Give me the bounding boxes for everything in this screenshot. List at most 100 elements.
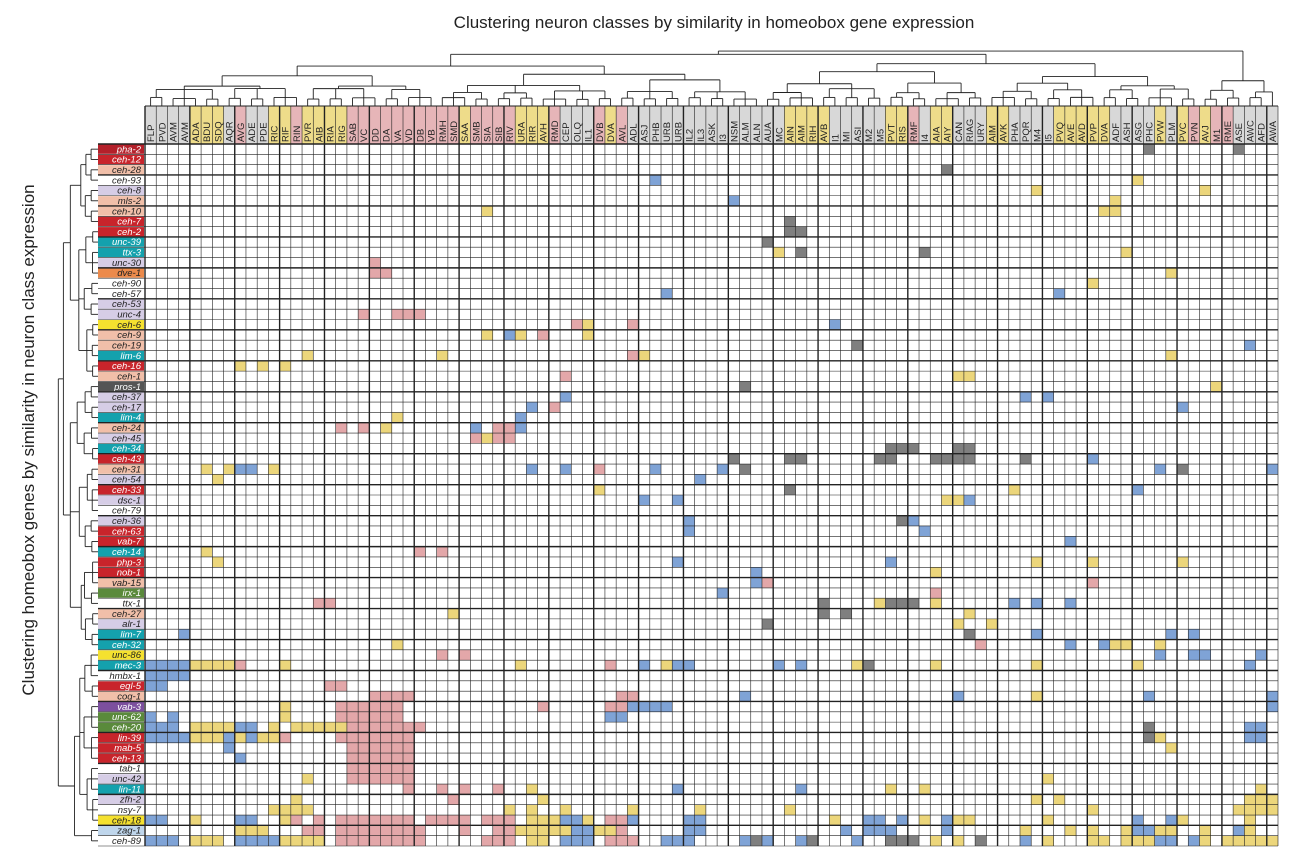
heatmap-cell [537, 794, 549, 805]
heatmap-cell [1177, 815, 1189, 826]
heatmap-cell [1109, 639, 1121, 650]
column-label: CEP [561, 122, 572, 142]
column-header-bg [1109, 106, 1121, 144]
column-label: VD [404, 129, 415, 142]
heatmap-cell [358, 825, 370, 836]
heatmap-cell [335, 732, 347, 743]
heatmap-cell [919, 525, 931, 537]
heatmap-cell [627, 804, 639, 816]
row-label-bg [98, 247, 144, 258]
column-label: ASE [1234, 123, 1245, 142]
heatmap-cell [335, 815, 347, 826]
row-label: ceh-32 [112, 640, 142, 651]
column-label: M1 [1212, 129, 1223, 142]
column-header-bg [930, 106, 942, 144]
row-label-bg [98, 464, 144, 474]
heatmap-cell [1109, 205, 1121, 217]
row-label-bg [98, 185, 144, 196]
heatmap-cell [358, 773, 370, 785]
heatmap-cell [459, 649, 471, 661]
heatmap-cell [1120, 247, 1133, 258]
column-label: SMD [449, 121, 460, 142]
heatmap-cell [526, 815, 538, 826]
heatmap-cell [840, 825, 852, 836]
column-header-bg [1120, 106, 1133, 144]
column-label: AVE [1066, 124, 1077, 142]
heatmap-cell [391, 691, 404, 702]
heatmap-cell [156, 670, 168, 681]
heatmap-cell [963, 443, 976, 454]
heatmap-cell [201, 722, 213, 733]
row-headers: pha-2ceh-12ceh-28ceh-93ceh-8mls-2ceh-10c… [98, 144, 144, 847]
heatmap-cell [403, 742, 415, 754]
row-label-bg [98, 640, 144, 650]
heatmap-cell [201, 546, 213, 557]
heatmap-cell [683, 515, 695, 526]
heatmap-cell [526, 804, 538, 816]
column-label: AVM [180, 122, 191, 142]
heatmap-cell [907, 598, 920, 609]
heatmap-cell [1255, 804, 1267, 816]
heatmap-cell [919, 815, 931, 826]
heatmap-cell [952, 815, 964, 826]
heatmap-cell [346, 711, 359, 723]
row-label-bg [98, 547, 144, 557]
heatmap-cell [627, 835, 639, 846]
heatmap-cell [1255, 649, 1267, 661]
heatmap-cell [212, 722, 224, 733]
heatmap-cell [683, 660, 695, 671]
heatmap-cell [1132, 484, 1144, 495]
column-label: IL3 [696, 129, 707, 142]
column-label: URB [662, 122, 673, 142]
row-label-bg [98, 598, 144, 609]
heatmap-cell [1233, 804, 1245, 816]
column-header-bg [795, 106, 807, 144]
row-label: lin-11 [118, 784, 141, 795]
y-axis-label: Clustering homeobox genes by similarity … [19, 184, 38, 695]
heatmap-cell [369, 732, 381, 743]
column-label: AQR [225, 121, 236, 142]
heatmap-cell [1255, 794, 1267, 805]
heatmap-cell [1266, 794, 1278, 805]
heatmap-cell [369, 763, 381, 774]
heatmap-cell [1177, 464, 1189, 475]
heatmap-cell [1132, 825, 1144, 836]
heatmap-cell [661, 660, 673, 671]
column-label: ALN [752, 123, 763, 142]
heatmap-cell [1120, 639, 1133, 650]
column-label: URY [976, 121, 987, 142]
heatmap-cell [638, 350, 650, 361]
column-label: URA [516, 121, 527, 142]
heatmap-cell [930, 660, 942, 671]
column-label: ASJ [640, 124, 651, 142]
row-label-bg [98, 526, 144, 536]
heatmap-cell [806, 835, 819, 846]
heatmap-cell [683, 525, 695, 537]
heatmap-cell [324, 722, 336, 733]
heatmap-cell [167, 711, 179, 723]
row-label: ceh-20 [112, 722, 142, 733]
row-label-bg [98, 350, 144, 361]
heatmap-cell [975, 835, 987, 846]
column-label: AIN [786, 126, 797, 142]
heatmap-cell [223, 722, 235, 733]
column-header-bg [1064, 106, 1077, 144]
column-header-bg [1177, 106, 1189, 144]
heatmap-cell [391, 732, 404, 743]
heatmap-cell [178, 732, 190, 743]
column-label: DD [370, 128, 381, 142]
heatmap-cell [683, 825, 695, 836]
heatmap-cell [1143, 835, 1155, 846]
column-label: AIB [314, 127, 325, 142]
column-label: I4 [920, 134, 931, 142]
row-label-bg [98, 660, 144, 670]
heatmap-cell [1266, 804, 1278, 816]
heatmap-cell [234, 835, 246, 846]
heatmap-cell [313, 825, 325, 836]
row-label-bg [98, 743, 144, 753]
heatmap-cell [1188, 629, 1200, 640]
heatmap-cell [627, 691, 639, 702]
column-header-bg [358, 106, 370, 144]
heatmap-cell [436, 350, 448, 361]
column-label: PHC [1144, 122, 1155, 142]
